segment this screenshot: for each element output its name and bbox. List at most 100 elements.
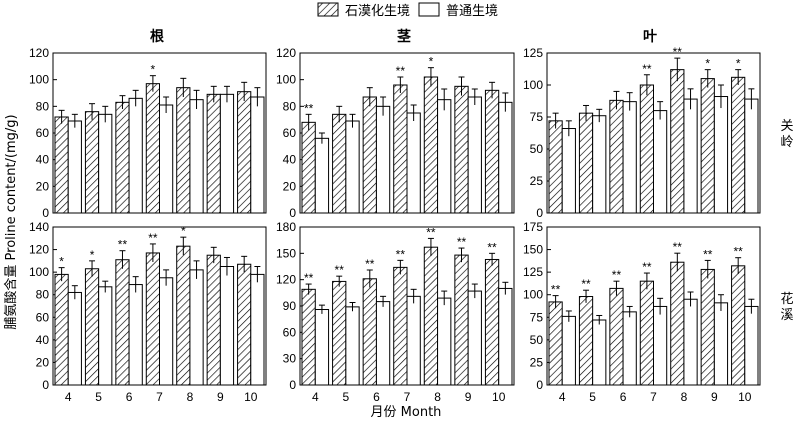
- bar-karst: [145, 252, 161, 386]
- bar-karst: [700, 78, 715, 214]
- bar-normal: [592, 319, 607, 386]
- bar-normal: [219, 266, 235, 386]
- bar-karst: [332, 280, 347, 386]
- panel-title-root: 根: [150, 28, 165, 45]
- significance-label: **: [551, 283, 561, 297]
- bar-normal: [128, 284, 143, 386]
- y-tick-label: 50: [530, 333, 544, 347]
- bar-karst: [362, 96, 377, 214]
- significance-label: **: [581, 277, 591, 291]
- y-tick-label: 80: [36, 99, 50, 113]
- bar-normal: [98, 113, 113, 214]
- bar-normal: [159, 277, 174, 386]
- x-tick-label: 7: [156, 390, 163, 404]
- bar-normal: [437, 297, 452, 386]
- y-tick-label: 75: [530, 110, 544, 124]
- bar-normal: [561, 315, 576, 386]
- bar-karst: [548, 301, 563, 386]
- bar-normal: [683, 298, 698, 386]
- x-tick-label: 8: [434, 390, 441, 404]
- y-tick-label: 180: [276, 220, 296, 234]
- bar-karst: [176, 87, 191, 214]
- bar-normal: [314, 309, 330, 386]
- significance-label: *: [181, 224, 186, 238]
- bar-karst: [731, 265, 746, 386]
- bar-karst: [700, 268, 715, 386]
- y-tick-label: 100: [523, 78, 543, 92]
- y-tick-label: 40: [36, 153, 50, 167]
- bar-normal: [189, 269, 204, 386]
- bar-karst: [670, 69, 685, 214]
- x-tick-label: 9: [711, 390, 718, 404]
- bar-karst: [393, 266, 408, 386]
- row-label-top: 关岭: [780, 119, 793, 150]
- x-tick-label: 4: [65, 390, 72, 404]
- y-tick-label: 50: [530, 142, 544, 156]
- bar-normal: [98, 286, 113, 386]
- significance-label: *: [59, 255, 64, 269]
- y-tick-label: 80: [36, 288, 50, 302]
- bar-karst: [115, 259, 130, 386]
- x-tick-label: 7: [650, 390, 657, 404]
- y-tick-label: 120: [276, 46, 296, 60]
- y-tick-label: 25: [530, 174, 544, 188]
- y-tick-label: 100: [523, 288, 543, 302]
- bar-normal: [345, 120, 360, 214]
- bar-normal: [250, 273, 265, 386]
- bar-karst: [484, 258, 500, 386]
- bar-normal: [498, 287, 513, 386]
- y-tick-label: 125: [523, 265, 543, 279]
- bar-normal: [159, 104, 174, 214]
- y-tick-label: 150: [276, 246, 296, 260]
- bar-normal: [345, 306, 360, 386]
- significance-label: **: [642, 260, 652, 274]
- y-tick-label: 80: [283, 99, 297, 113]
- y-tick-label: 60: [283, 126, 297, 140]
- y-tick-label: 25: [530, 355, 544, 369]
- row-label-bottom: 花溪: [780, 291, 793, 323]
- significance-label: **: [457, 235, 467, 249]
- bar-normal: [653, 305, 668, 386]
- bar-karst: [731, 76, 746, 214]
- panel-6: 0 25 50 75 100 125 150 175 4 ** 5 ** 6 ** 7 ** 8 ** 9 ** 10 *…: [523, 220, 761, 404]
- bar-normal: [128, 97, 143, 214]
- x-tick-label: 4: [312, 390, 319, 404]
- x-tick-label: 5: [95, 390, 102, 404]
- bar-normal: [250, 96, 265, 214]
- y-tick-label: 120: [29, 46, 49, 60]
- y-tick-label: 100: [276, 73, 296, 87]
- bar-normal: [561, 128, 576, 214]
- bar-karst: [423, 76, 439, 214]
- row-label-char: 花: [780, 291, 793, 307]
- panel-4: 0 20 40 60 80 100 120 140 4 * 5 * 6 ** 7 ** 8 * 9 10: [29, 220, 267, 404]
- y-tick-label: 100: [29, 73, 49, 87]
- significance-label: **: [487, 240, 497, 254]
- bar-normal: [467, 96, 482, 214]
- bar-karst: [332, 113, 347, 214]
- bar-karst: [393, 84, 408, 214]
- significance-label: **: [304, 101, 314, 115]
- bar-karst: [301, 121, 316, 214]
- row-label-char: 溪: [780, 308, 793, 323]
- x-tick-label: 8: [187, 390, 194, 404]
- y-tick-label: 125: [523, 46, 543, 60]
- bar-karst: [670, 261, 685, 386]
- bar-normal: [375, 301, 391, 386]
- bar-karst: [301, 288, 316, 386]
- y-tick-label: 40: [36, 333, 50, 347]
- panel-title-leaf: 叶: [643, 29, 657, 45]
- bar-karst: [609, 99, 624, 214]
- bar-normal: [713, 96, 729, 214]
- bar-normal: [498, 101, 513, 214]
- significance-label: *: [736, 57, 741, 71]
- x-tick-label: 9: [465, 390, 472, 404]
- bar-karst: [145, 83, 161, 214]
- significance-label: **: [396, 247, 406, 261]
- bar-karst: [578, 112, 594, 214]
- y-tick-label: 0: [42, 378, 49, 392]
- x-tick-label: 9: [217, 390, 224, 404]
- bar-normal: [622, 311, 637, 386]
- significance-label: **: [703, 247, 713, 261]
- legend-hatched-label: 石漠化生境: [345, 4, 410, 19]
